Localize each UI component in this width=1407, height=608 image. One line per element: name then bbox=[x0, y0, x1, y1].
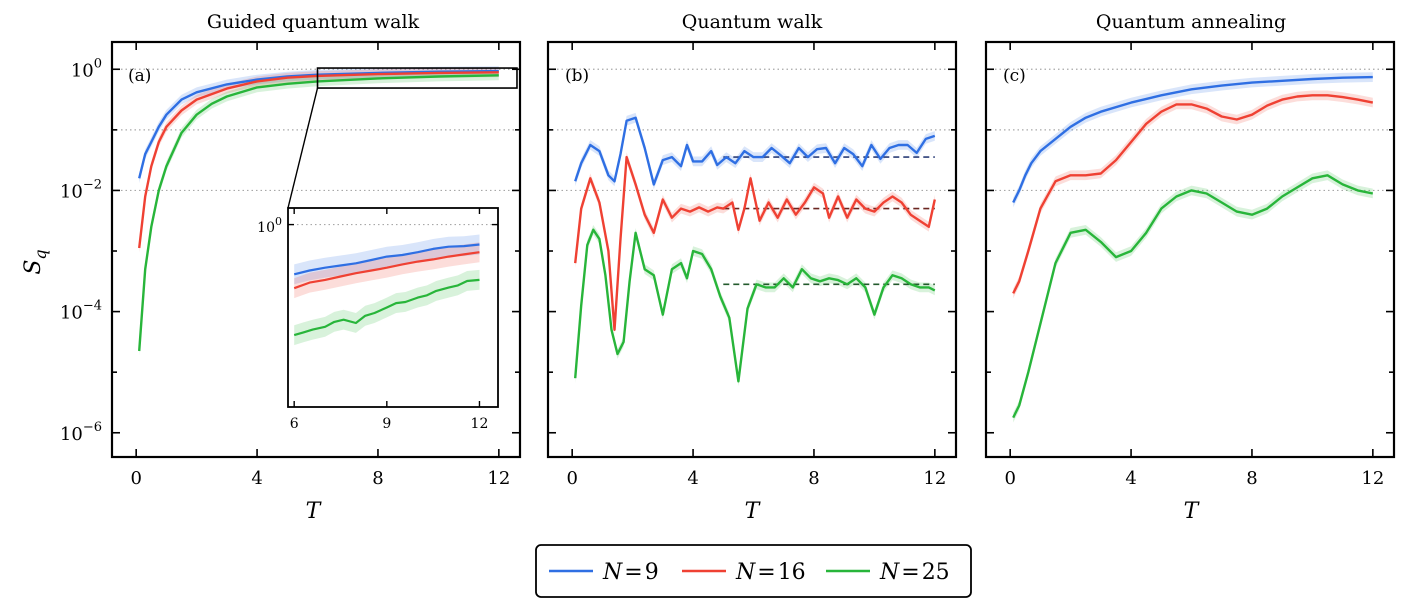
zoom-box bbox=[316, 67, 518, 89]
panel-a-zoom-indicator bbox=[287, 67, 518, 209]
legend-box bbox=[535, 544, 972, 598]
zoom-connector bbox=[287, 87, 319, 209]
legend-entry-n25: N=25 bbox=[826, 560, 950, 585]
legend-entry-n16: N=16 bbox=[682, 560, 806, 585]
panel-c-label: (c) bbox=[1003, 66, 1026, 86]
panel-c-series-n25 bbox=[1012, 174, 1374, 419]
panel-b-xtick-label: 4 bbox=[687, 468, 698, 489]
ytick-exponent: −2 bbox=[83, 177, 102, 192]
ytick-exponent: −4 bbox=[83, 299, 102, 314]
panel-a-frame bbox=[110, 40, 522, 459]
inset-xtick-label: 9 bbox=[382, 416, 391, 432]
panel-c-title: Quantum annealing bbox=[1096, 11, 1286, 33]
panel-b-xlabel: T bbox=[745, 499, 762, 524]
panel-c-bands bbox=[1013, 72, 1373, 423]
panel-a-series-n16 bbox=[138, 71, 499, 249]
panel-c-series-n16 bbox=[1012, 94, 1374, 294]
panel-b-title: Quantum walk bbox=[682, 11, 823, 33]
legend-label-n16: N=16 bbox=[735, 560, 806, 585]
panel-b-xtick-label: 0 bbox=[566, 468, 577, 489]
panel-a-gridlines bbox=[112, 68, 520, 192]
inset-series-n9 bbox=[293, 243, 480, 276]
panel-b-bands bbox=[575, 112, 935, 387]
panel-b-band-n16 bbox=[575, 152, 935, 335]
inset-xtick-label: 12 bbox=[471, 416, 489, 432]
inset-background bbox=[288, 208, 498, 407]
panel-b-band-n25 bbox=[575, 225, 935, 387]
panel-c-series-n9 bbox=[1012, 75, 1373, 204]
panel-a-xtick-label: 4 bbox=[251, 468, 262, 489]
ytick-base: 10 bbox=[60, 424, 83, 445]
panel-b-lines bbox=[574, 116, 936, 383]
inset-lines bbox=[293, 243, 480, 337]
panel-c: Quantum annealing 0 4 8 12 (c) T bbox=[984, 11, 1396, 524]
ytick-base: 10 bbox=[60, 303, 83, 324]
panel-c-xtick-label: 4 bbox=[1125, 468, 1136, 489]
panel-a-series-n25 bbox=[138, 74, 499, 352]
panel-b-xtick-label: 12 bbox=[923, 468, 946, 489]
panel-c-xlabel: T bbox=[1184, 499, 1201, 524]
inset-ytick-exponent: 0 bbox=[275, 215, 282, 228]
panel-a-xtick-label: 0 bbox=[130, 468, 141, 489]
inset-band-n16 bbox=[294, 242, 480, 299]
panel-b-series-n25 bbox=[574, 228, 936, 383]
panel-b-frame bbox=[546, 40, 958, 459]
panel-c-xtick-label: 8 bbox=[1246, 468, 1257, 489]
panel-a-xlabel: T bbox=[306, 499, 323, 524]
panel-a-inset: 6 9 12 100 bbox=[257, 207, 499, 432]
legend-label-n9: N=9 bbox=[602, 560, 659, 585]
panel-b-xtick-label: 8 bbox=[808, 468, 819, 489]
panel-a-label: (a) bbox=[128, 66, 151, 86]
panel-a-title: Guided quantum walk bbox=[207, 11, 420, 33]
panel-a-ytick-label: 10−4 bbox=[60, 299, 102, 324]
ytick-base: 10 bbox=[60, 181, 83, 202]
inset-xtick-label: 6 bbox=[290, 416, 299, 432]
inset-ytick-label: 100 bbox=[257, 215, 282, 236]
panel-b-band-n9 bbox=[575, 112, 935, 190]
panel-a-xtick-label: 8 bbox=[372, 468, 383, 489]
legend: N=9 N=16 N=25 bbox=[535, 544, 972, 598]
panel-c-band-n25 bbox=[1013, 170, 1373, 423]
panel-a-lines bbox=[138, 69, 499, 352]
panel-b: Quantum walk 0 4 8 12 (b) T bbox=[546, 11, 958, 524]
panel-b-ticks: 0 4 8 12 bbox=[548, 42, 956, 489]
ytick-exponent: −6 bbox=[83, 420, 102, 435]
panel-a-ytick-label: 100 bbox=[71, 56, 102, 81]
inset-frame bbox=[287, 207, 499, 408]
panel-a-ytick-label: 10−6 bbox=[60, 420, 102, 445]
panel-a-ytick-label: 10−2 bbox=[60, 177, 102, 202]
inset-band-n9 bbox=[294, 234, 480, 285]
panel-a: Guided quantum walk 0 4 8 1210010−210−410−6… bbox=[60, 11, 522, 524]
inset-ticks: 6 9 12 100 bbox=[257, 208, 498, 432]
panel-a-series-n9 bbox=[138, 69, 499, 179]
legend-label-n25: N=25 bbox=[879, 560, 950, 585]
panel-c-xtick-label: 0 bbox=[1004, 468, 1015, 489]
panel-a-xtick-label: 12 bbox=[487, 468, 510, 489]
inset-series-n16 bbox=[293, 251, 480, 290]
ytick-exponent: 0 bbox=[94, 56, 102, 71]
panel-b-series-n9 bbox=[574, 116, 936, 186]
panel-c-frame bbox=[984, 40, 1396, 459]
inset-series-n25 bbox=[293, 278, 480, 337]
panel-c-lines bbox=[1012, 75, 1374, 419]
legend-entry-n9: N=9 bbox=[549, 560, 659, 585]
ytick-base: 10 bbox=[71, 60, 94, 81]
panel-b-series-n16 bbox=[574, 155, 936, 331]
y-axis-label: Sq bbox=[21, 249, 50, 274]
panel-c-xtick-label: 12 bbox=[1361, 468, 1384, 489]
panel-b-label: (b) bbox=[565, 66, 589, 86]
inset-ytick-base: 10 bbox=[257, 220, 275, 236]
